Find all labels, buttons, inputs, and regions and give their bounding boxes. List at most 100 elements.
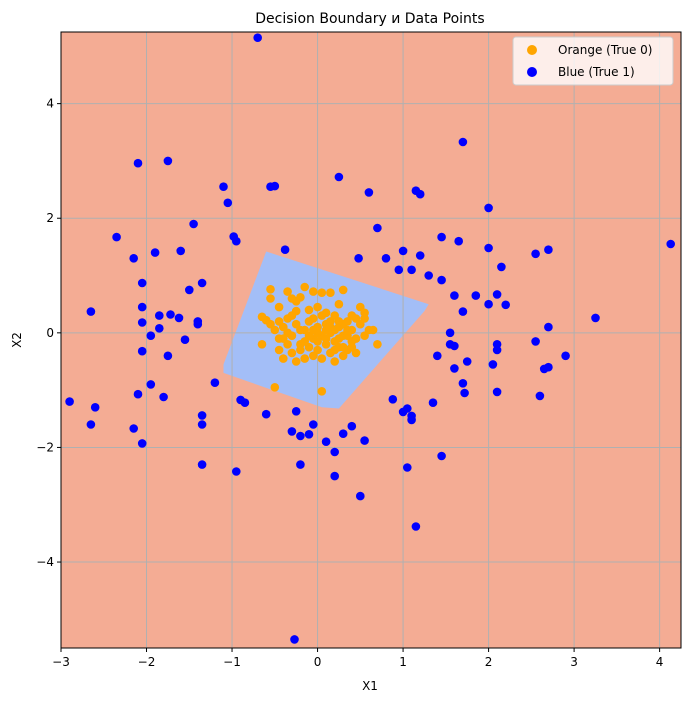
point-blue <box>280 245 290 254</box>
point-blue <box>484 203 493 213</box>
point-blue <box>458 379 468 388</box>
point-blue <box>176 246 185 256</box>
point-orange <box>326 322 335 332</box>
point-orange <box>287 311 297 320</box>
point-blue <box>137 346 147 356</box>
point-blue <box>388 395 398 404</box>
point-orange <box>266 294 275 303</box>
point-orange <box>291 357 301 366</box>
x-tick-label: −1 <box>223 655 241 669</box>
point-orange <box>343 325 352 335</box>
point-blue <box>197 460 207 469</box>
points <box>65 33 675 644</box>
point-blue <box>159 392 168 402</box>
point-blue <box>90 403 100 412</box>
point-orange <box>368 325 378 335</box>
point-blue <box>330 471 340 481</box>
point-blue <box>253 33 262 42</box>
y-tick-label: 0 <box>46 326 54 340</box>
point-blue <box>261 409 271 419</box>
point-blue <box>437 275 446 285</box>
point-blue <box>354 253 363 263</box>
y-tick-label: −2 <box>36 440 54 454</box>
point-orange <box>279 334 288 343</box>
point-blue <box>219 182 228 191</box>
point-blue <box>137 318 147 327</box>
point-blue <box>163 351 173 361</box>
point-orange <box>338 285 348 295</box>
point-orange <box>304 305 314 315</box>
point-blue <box>287 427 297 436</box>
point-blue <box>415 251 425 260</box>
point-blue <box>86 307 96 316</box>
point-blue <box>270 181 280 191</box>
point-blue <box>197 278 207 288</box>
point-orange <box>270 325 280 335</box>
point-blue <box>347 421 357 431</box>
point-blue <box>180 335 190 345</box>
point-blue <box>544 322 553 332</box>
point-orange <box>257 312 267 322</box>
point-blue <box>364 188 374 197</box>
point-blue <box>197 420 207 429</box>
point-blue <box>86 420 96 429</box>
point-orange <box>274 345 284 355</box>
point-blue <box>437 451 446 461</box>
point-blue <box>488 360 498 369</box>
point-blue <box>240 398 250 408</box>
point-orange <box>351 314 361 323</box>
point-blue <box>454 236 464 246</box>
point-orange <box>300 282 310 292</box>
legend-label-orange: Orange (True 0) <box>558 43 652 57</box>
point-blue <box>450 291 459 300</box>
point-blue <box>415 189 425 199</box>
x-tick-label: 1 <box>399 655 407 669</box>
point-blue <box>531 249 540 259</box>
point-blue <box>544 245 553 254</box>
legend-marker-blue <box>527 67 537 77</box>
point-blue <box>146 380 156 389</box>
y-axis: −4 −2 0 2 4 <box>36 97 61 569</box>
point-blue <box>458 137 468 147</box>
point-blue <box>407 265 416 275</box>
point-orange <box>326 288 335 298</box>
point-orange <box>334 334 344 343</box>
point-blue <box>428 398 438 408</box>
point-orange <box>373 340 382 349</box>
point-blue <box>189 219 198 229</box>
point-orange <box>334 317 344 326</box>
point-blue <box>492 387 502 397</box>
point-orange <box>330 357 340 366</box>
point-orange <box>266 285 275 294</box>
y-tick-label: −4 <box>36 555 54 569</box>
point-orange <box>309 287 318 296</box>
x-tick-label: 2 <box>485 655 493 669</box>
point-blue <box>394 265 404 275</box>
point-blue <box>330 447 340 457</box>
point-orange <box>296 293 305 302</box>
point-orange <box>321 334 331 343</box>
point-blue <box>133 389 143 399</box>
point-blue <box>309 420 318 429</box>
point-orange <box>313 302 322 312</box>
point-orange <box>296 345 305 355</box>
point-blue <box>433 351 442 361</box>
point-orange <box>347 342 357 352</box>
point-orange <box>317 354 327 363</box>
point-orange <box>317 311 327 320</box>
point-blue <box>166 310 175 319</box>
chart-title: Decision Boundary и Data Points <box>255 11 484 27</box>
point-blue <box>484 243 493 253</box>
point-blue <box>290 635 299 644</box>
point-blue <box>437 232 446 242</box>
point-blue <box>403 463 412 472</box>
point-blue <box>174 313 184 323</box>
point-blue <box>458 307 468 316</box>
point-orange <box>270 383 280 392</box>
point-blue <box>291 407 301 416</box>
point-blue <box>381 253 391 263</box>
point-orange <box>338 342 348 352</box>
point-blue <box>197 411 207 420</box>
point-blue <box>497 262 506 272</box>
point-blue <box>150 248 160 257</box>
